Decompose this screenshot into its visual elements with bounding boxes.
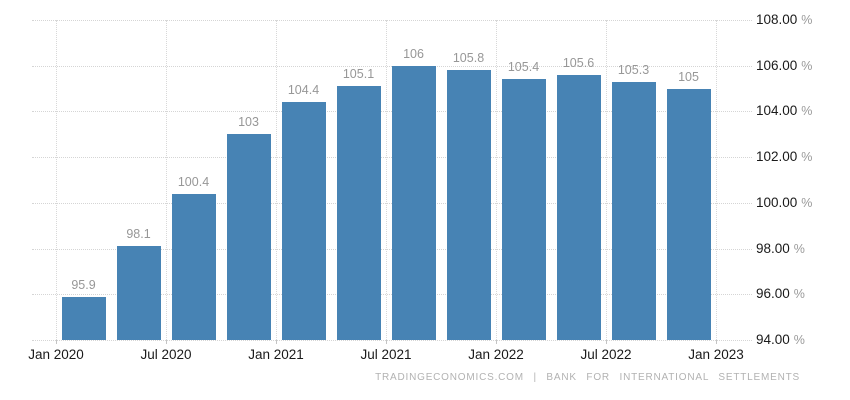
bar-value-label: 105 [678,69,699,84]
y-tick-value: 106.00 [756,57,798,73]
bar-value-label: 105.4 [507,60,540,75]
vertical-gridline [606,20,607,340]
percent-unit: % [793,333,805,347]
percent-unit: % [793,287,805,302]
y-tick-label: 94.00% [756,331,805,349]
vertical-gridline [496,20,497,340]
bar-value-label: 105.6 [562,55,595,70]
vertical-gridline [166,20,167,340]
bar[interactable] [226,134,271,340]
bar-value-label: 105.8 [452,51,485,66]
bar[interactable] [391,65,436,340]
x-tick-label: Jul 2021 [360,347,412,362]
bar[interactable] [611,81,656,340]
bar[interactable] [336,86,381,340]
bar-value-label: 105.1 [342,67,375,82]
plot-area: 95.9 98.1 100.4 103 104.4 105.1 106 105.8 105.4 1… [56,20,717,344]
y-tick-value: 100.00 [756,194,798,210]
vertical-gridline [386,20,387,340]
percent-unit: % [793,241,805,256]
vertical-gridline [56,20,57,340]
x-tick-label: Jan 2023 [688,347,744,362]
x-tick-label: Jul 2022 [580,347,632,362]
bar-value-label: 100.4 [177,174,210,189]
y-tick-label: 106.00% [756,57,812,75]
percent-unit: % [801,13,813,27]
y-tick-label: 104.00% [756,102,812,120]
x-tick-label: Jan 2021 [248,347,304,362]
x-tick-mark [386,340,387,344]
percent-unit: % [801,195,813,210]
horizontal-gridline [32,340,752,341]
x-tick-label: Jan 2020 [28,347,84,362]
bar[interactable] [501,79,546,340]
y-tick-value: 102.00 [756,149,798,165]
bar-value-label: 105.3 [617,62,650,77]
y-tick-value: 94.00 [756,332,790,347]
y-tick-value: 96.00 [756,286,790,302]
percent-unit: % [801,150,813,165]
bar[interactable] [171,193,216,340]
source-attribution: TRADINGECONOMICS.COM | BANK FOR INTERNAT… [375,372,800,383]
x-tick-mark [496,340,497,344]
x-tick-label: Jul 2020 [140,347,192,362]
y-axis: 108.00% 106.00% 104.00% 102.00% 100.00% 98.00… [756,12,846,347]
y-tick-label: 108.00% [756,11,812,29]
y-tick-value: 104.00 [756,103,798,119]
bar[interactable] [556,74,601,340]
y-tick-value: 98.00 [756,240,790,256]
x-tick-mark [56,340,57,344]
bar-value-label: 104.4 [287,83,320,98]
x-tick-mark [276,340,277,344]
bar[interactable] [116,246,161,340]
y-tick-label: 96.00% [756,285,805,303]
bar-value-label: 95.9 [71,277,96,292]
bar-value-label: 106 [403,46,424,61]
y-tick-label: 98.00% [756,240,805,258]
y-tick-label: 102.00% [756,148,812,166]
x-axis: Jan 2020 Jul 2020 Jan 2021 Jul 2021 Jan 2022… [28,345,744,363]
x-tick-mark [606,340,607,344]
bar[interactable] [61,296,106,340]
x-tick-mark [716,340,717,344]
vertical-gridline [276,20,277,340]
percent-unit: % [801,104,813,119]
bar-value-label: 103 [238,115,259,130]
bar[interactable] [446,70,491,340]
x-tick-mark [166,340,167,344]
y-tick-label: 100.00% [756,194,812,212]
bar[interactable] [666,88,711,340]
bar[interactable] [281,102,326,340]
vertical-gridline [716,20,717,340]
percent-unit: % [801,58,813,73]
y-tick-value: 108.00 [756,12,798,27]
bar-value-label: 98.1 [126,227,151,242]
horizontal-gridline [32,20,752,21]
x-tick-label: Jan 2022 [468,347,524,362]
